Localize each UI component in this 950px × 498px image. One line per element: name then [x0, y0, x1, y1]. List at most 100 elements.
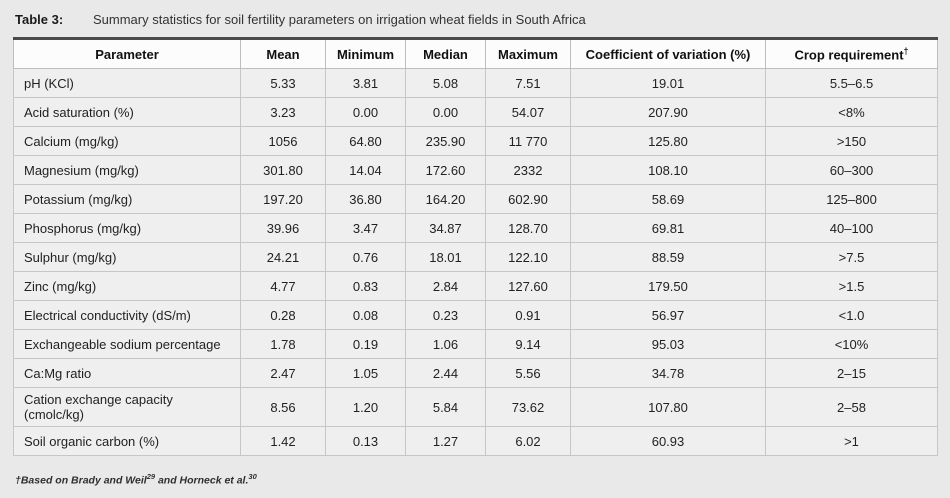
column-header-cv: Coefficient of variation (%)	[570, 38, 766, 69]
parameter-cell: Phosphorus (mg/kg)	[13, 213, 241, 243]
value-cell: 0.00	[325, 97, 406, 127]
value-cell: >1.5	[765, 271, 938, 301]
table-row: Zinc (mg/kg) 4.77 0.83 2.84 127.60 179.50 >1.5	[13, 271, 938, 301]
value-cell: 0.83	[325, 271, 406, 301]
parameter-cell: Exchangeable sodium percentage	[13, 329, 241, 359]
parameter-cell: pH (KCl)	[13, 68, 241, 98]
value-cell: <1.0	[765, 300, 938, 330]
value-cell: 95.03	[570, 329, 766, 359]
value-cell: 0.91	[485, 300, 571, 330]
value-cell: 8.56	[240, 387, 326, 427]
value-cell: 5.08	[405, 68, 486, 98]
value-cell: 34.87	[405, 213, 486, 243]
value-cell: 164.20	[405, 184, 486, 214]
parameter-cell: Soil organic carbon (%)	[13, 426, 241, 456]
table-row: Sulphur (mg/kg) 24.21 0.76 18.01 122.10 88.59…	[13, 242, 938, 272]
value-cell: 0.28	[240, 300, 326, 330]
value-cell: 2.47	[240, 358, 326, 388]
value-cell: 1.78	[240, 329, 326, 359]
value-cell: 122.10	[485, 242, 571, 272]
value-cell: 235.90	[405, 126, 486, 156]
value-cell: >7.5	[765, 242, 938, 272]
value-cell: 34.78	[570, 358, 766, 388]
table-row: Phosphorus (mg/kg) 39.96 3.47 34.87 128.70 69…	[13, 213, 938, 243]
value-cell: 172.60	[405, 155, 486, 185]
value-cell: 6.02	[485, 426, 571, 456]
parameter-cell: Acid saturation (%)	[13, 97, 241, 127]
value-cell: 125.80	[570, 126, 766, 156]
value-cell: 2.44	[405, 358, 486, 388]
value-cell: 301.80	[240, 155, 326, 185]
value-cell: 0.00	[405, 97, 486, 127]
value-cell: 56.97	[570, 300, 766, 330]
table-row: Potassium (mg/kg) 197.20 36.80 164.20 602.90…	[13, 184, 938, 214]
value-cell: 108.10	[570, 155, 766, 185]
value-cell: 60–300	[765, 155, 938, 185]
footnote-text-2: and Horneck et al.	[155, 474, 249, 487]
value-cell: 125–800	[765, 184, 938, 214]
value-cell: 0.76	[325, 242, 406, 272]
table-row: Soil organic carbon (%) 1.42 0.13 1.27 6.02 6…	[13, 426, 938, 456]
value-cell: 1.05	[325, 358, 406, 388]
value-cell: 128.70	[485, 213, 571, 243]
value-cell: 2.84	[405, 271, 486, 301]
table-caption: Table 3: Summary statistics for soil fer…	[13, 8, 937, 37]
summary-table: Parameter Mean Minimum Median Maximum Co…	[13, 37, 938, 456]
value-cell: 0.19	[325, 329, 406, 359]
dagger-superscript: †	[903, 45, 909, 56]
table-row: Magnesium (mg/kg) 301.80 14.04 172.60 2332 10…	[13, 155, 938, 185]
value-cell: 73.62	[485, 387, 571, 427]
parameter-cell: Electrical conductivity (dS/m)	[13, 300, 241, 330]
value-cell: 14.04	[325, 155, 406, 185]
table-footnote: †Based on Brady and Weil29 and Horneck e…	[13, 472, 937, 487]
value-cell: 19.01	[570, 68, 766, 98]
value-cell: 58.69	[570, 184, 766, 214]
footnote-text-1: Based on Brady and Weil	[20, 474, 147, 487]
value-cell: >150	[765, 126, 938, 156]
value-cell: 3.23	[240, 97, 326, 127]
value-cell: 36.80	[325, 184, 406, 214]
crop-requirement-label: Crop requirement	[794, 47, 904, 63]
footnote-ref-29: 29	[146, 472, 156, 481]
value-cell: 3.47	[325, 213, 406, 243]
value-cell: 64.80	[325, 126, 406, 156]
value-cell: 24.21	[240, 242, 326, 272]
value-cell: 5.33	[240, 68, 326, 98]
parameter-cell: Magnesium (mg/kg)	[13, 155, 241, 185]
value-cell: 4.77	[240, 271, 326, 301]
table-row: Exchangeable sodium percentage 1.78 0.19 1.…	[13, 329, 938, 359]
value-cell: 0.08	[325, 300, 406, 330]
footnote-dagger: †	[15, 474, 21, 487]
value-cell: 40–100	[765, 213, 938, 243]
value-cell: 2332	[485, 155, 571, 185]
value-cell: 69.81	[570, 213, 766, 243]
table-row: Ca:Mg ratio 2.47 1.05 2.44 5.56 34.78 2–15	[13, 358, 938, 388]
column-header-crop-requirement: Crop requirement†	[765, 38, 938, 69]
table-body: pH (KCl) 5.33 3.81 5.08 7.51 19.01 5.5–6.5 Acid…	[13, 68, 938, 456]
value-cell: 5.56	[485, 358, 571, 388]
value-cell: 11 770	[485, 126, 571, 156]
value-cell: 88.59	[570, 242, 766, 272]
column-header-parameter: Parameter	[13, 38, 241, 69]
value-cell: 1.27	[405, 426, 486, 456]
value-cell: 1056	[240, 126, 326, 156]
parameter-cell: Calcium (mg/kg)	[13, 126, 241, 156]
value-cell: 602.90	[485, 184, 571, 214]
value-cell: 179.50	[570, 271, 766, 301]
value-cell: 1.20	[325, 387, 406, 427]
value-cell: 39.96	[240, 213, 326, 243]
header-row: Parameter Mean Minimum Median Maximum Co…	[13, 38, 938, 69]
table-row: pH (KCl) 5.33 3.81 5.08 7.51 19.01 5.5–6.5	[13, 68, 938, 98]
caption-text: Summary statistics for soil fertility pa…	[93, 12, 586, 27]
value-cell: 1.42	[240, 426, 326, 456]
column-header-mean: Mean	[240, 38, 326, 69]
caption-label: Table 3:	[15, 12, 64, 27]
parameter-cell: Sulphur (mg/kg)	[13, 242, 241, 272]
footnote-ref-30: 30	[248, 472, 257, 481]
column-header-minimum: Minimum	[325, 38, 406, 69]
value-cell: >1	[765, 426, 938, 456]
parameter-cell: Zinc (mg/kg)	[13, 271, 241, 301]
value-cell: 7.51	[485, 68, 571, 98]
column-header-maximum: Maximum	[485, 38, 571, 69]
